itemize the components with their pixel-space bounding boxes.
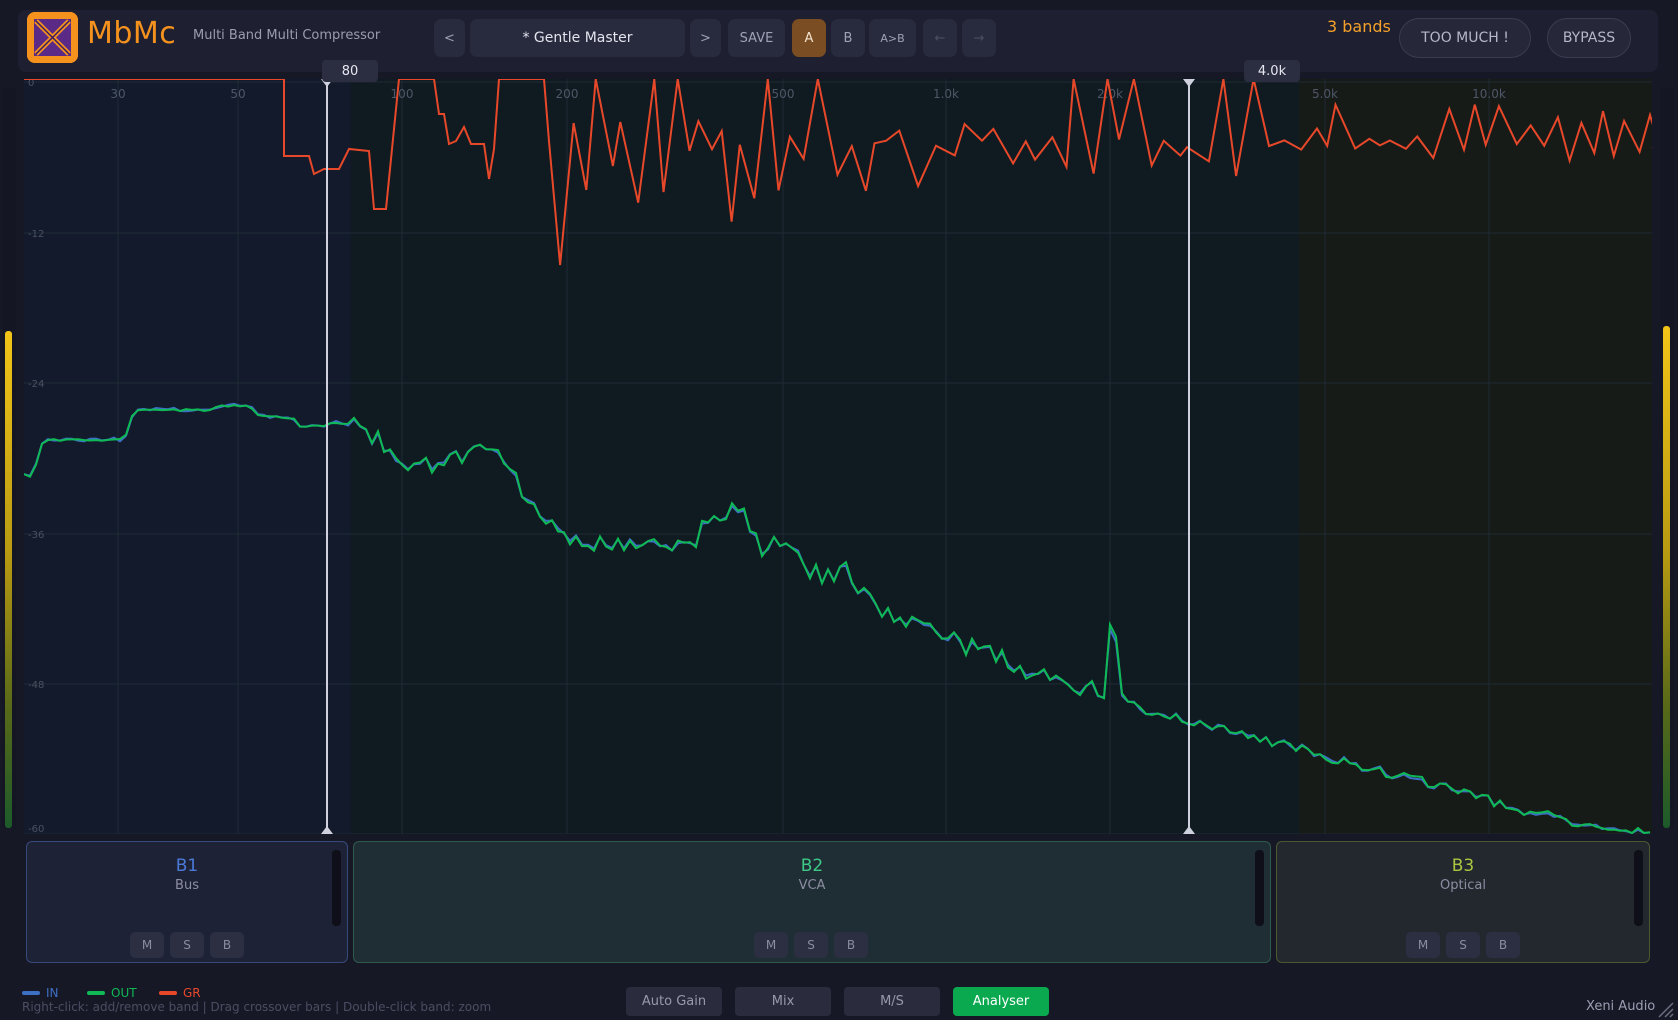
- undo-button[interactable]: ←: [923, 19, 957, 57]
- freq-tick-label: 1.0k: [933, 87, 959, 101]
- too-much-button[interactable]: TOO MUCH !: [1399, 18, 1531, 58]
- band-1-mute-button[interactable]: M: [130, 932, 164, 958]
- y-tick-label: -48: [28, 680, 44, 691]
- band-3-mute-button[interactable]: M: [1406, 932, 1440, 958]
- legend-out-label: OUT: [111, 986, 137, 1000]
- bands-count: 3 bands: [1327, 17, 1391, 36]
- band-3-solo-button[interactable]: S: [1446, 932, 1480, 958]
- y-tick-label: 0: [28, 79, 34, 89]
- hint-text: Right-click: add/remove band | Drag cros…: [22, 1000, 492, 1014]
- crossover-handle-top-2: [1183, 79, 1195, 87]
- tab-ms[interactable]: M/S: [844, 987, 940, 1016]
- band-1-bypass-button[interactable]: B: [210, 932, 244, 958]
- out-curve: [24, 404, 1651, 834]
- bypass-button[interactable]: BYPASS: [1547, 18, 1631, 58]
- legend-gr-swatch: [159, 991, 177, 995]
- band-3-bypass-button[interactable]: B: [1486, 932, 1520, 958]
- tab-mix[interactable]: Mix: [735, 987, 831, 1016]
- crossover-handle-bottom-2: [1183, 826, 1195, 834]
- band-2-mute-button[interactable]: M: [754, 932, 788, 958]
- app-name: MbMc: [87, 16, 177, 51]
- redo-button[interactable]: →: [962, 19, 996, 57]
- band-3-scrollbar[interactable]: [1634, 850, 1643, 926]
- tab-auto-gain[interactable]: Auto Gain: [626, 987, 722, 1016]
- crossover-handle-bottom-1: [321, 826, 333, 834]
- band-3-region: [1299, 79, 1652, 834]
- band-1-solo-button[interactable]: S: [170, 932, 204, 958]
- freq-tick-label: 10.0k: [1472, 87, 1506, 101]
- resize-grip-icon[interactable]: [1656, 1000, 1674, 1018]
- freq-tick-label: 100: [391, 87, 414, 101]
- b-button[interactable]: B: [831, 19, 865, 57]
- preset-name[interactable]: * Gentle Master: [470, 19, 685, 57]
- freq-tick-label: 5.0k: [1312, 87, 1338, 101]
- band-2-bypass-button[interactable]: B: [834, 932, 868, 958]
- legend-in-label: IN: [46, 986, 59, 1000]
- freq-tick-label: 50: [230, 87, 245, 101]
- input-level-meter: [2, 88, 16, 828]
- y-tick-label: -36: [28, 530, 44, 541]
- app-subtitle: Multi Band Multi Compressor: [193, 28, 381, 43]
- tab-analyser[interactable]: Analyser: [953, 987, 1049, 1016]
- legend-in: IN: [22, 986, 59, 1000]
- legend-out: OUT: [87, 986, 137, 1000]
- freq-tick-label: 500: [772, 87, 795, 101]
- a-button[interactable]: A: [792, 19, 826, 57]
- freq-tick-label: 30: [110, 87, 125, 101]
- freq-tick-label: 200: [556, 87, 579, 101]
- band-2-type: VCA: [798, 878, 826, 893]
- next-preset-button[interactable]: >: [690, 19, 721, 57]
- legend-gr-label: GR: [183, 986, 201, 1000]
- legend-in-swatch: [22, 991, 40, 995]
- band-1-panel[interactable]: B1 Bus M S B: [26, 841, 348, 963]
- y-tick-label: -24: [28, 379, 44, 390]
- band-2-scrollbar[interactable]: [1255, 850, 1264, 926]
- analyser-graph[interactable]: 0 -12 -24 -36 -48 -60 30 50 100 200 500 1.0k 2.0k 5.0…: [24, 79, 1652, 834]
- prev-preset-button[interactable]: <: [434, 19, 465, 57]
- band-3-type: Optical: [1440, 878, 1486, 893]
- band-1-name: B1: [175, 856, 199, 876]
- band-1-region: [24, 79, 351, 834]
- y-tick-label: -60: [28, 824, 44, 834]
- brand-label: Xeni Audio: [1586, 999, 1656, 1014]
- logo-icon: [27, 12, 78, 63]
- band-2-name: B2: [800, 856, 824, 876]
- crossover-1-label[interactable]: 80: [322, 60, 378, 82]
- band-3-panel[interactable]: B3 Optical M S B: [1276, 841, 1650, 963]
- crossover-2-label[interactable]: 4.0k: [1244, 60, 1300, 82]
- band-1-scrollbar[interactable]: [332, 850, 341, 926]
- output-level-meter: [1660, 88, 1674, 828]
- band-2-solo-button[interactable]: S: [794, 932, 828, 958]
- band-2-region: [351, 79, 1299, 834]
- gr-curve: [24, 79, 1652, 266]
- band-3-name: B3: [1451, 856, 1475, 876]
- a-to-b-button[interactable]: A>B: [869, 19, 916, 57]
- save-button[interactable]: SAVE: [728, 19, 785, 57]
- band-1-type: Bus: [175, 878, 199, 893]
- y-tick-label: -12: [28, 229, 44, 240]
- legend-out-swatch: [87, 991, 105, 995]
- band-2-panel[interactable]: B2 VCA M S B: [353, 841, 1271, 963]
- legend-gr: GR: [159, 986, 201, 1000]
